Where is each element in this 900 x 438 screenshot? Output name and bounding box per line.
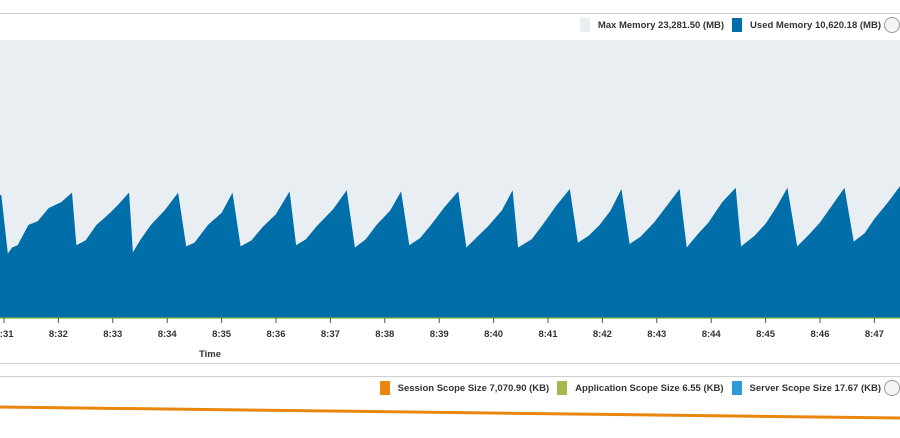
scope-legend: Session Scope Size 7,070.90 (KB) Applica…	[372, 377, 900, 399]
legend-item-max-memory[interactable]: Max Memory 23,281.50 (MB)	[579, 18, 725, 32]
memory-chart: 8:31 8:32 8:33 8:34 8:35 8:36 8:37 8:38 8:39 8:40…	[0, 40, 900, 360]
x-tick-label: 8:40	[484, 329, 503, 340]
max-memory-label: Max Memory 23,281.50 (MB)	[597, 19, 725, 31]
application-scope-label: Application Scope Size 6.55 (KB)	[575, 382, 724, 394]
server-scope-swatch	[731, 381, 742, 395]
x-tick-label: 8:35	[212, 329, 232, 340]
x-tick-label: 8:37	[321, 329, 340, 340]
legend-item-server-scope[interactable]: Server Scope Size 17.67 (KB)	[731, 381, 881, 395]
server-scope-label: Server Scope Size 17.67 (KB)	[749, 382, 881, 394]
session-scope-line	[0, 405, 900, 420]
x-tick-label: 8:31	[0, 329, 14, 340]
legend-item-used-memory[interactable]: Used Memory 10,620.18 (MB)	[732, 18, 881, 32]
x-tick-label: 8:47	[865, 329, 884, 340]
x-tick-label: 8:46	[810, 329, 829, 340]
x-tick-label: 8:34	[158, 329, 178, 340]
middle-divider	[0, 363, 900, 364]
x-axis-title: Time	[199, 349, 221, 360]
legend-scroll-button[interactable]	[884, 17, 900, 33]
used-memory-swatch	[732, 18, 743, 32]
x-tick-label: 8:45	[756, 329, 776, 340]
memory-legend: Max Memory 23,281.50 (MB) Used Memory 10…	[572, 14, 900, 36]
x-tick-label: 8:33	[103, 329, 122, 340]
session-scope-label: Session Scope Size 7,070.90 (KB)	[397, 382, 550, 394]
x-tick-label: 8:36	[266, 329, 285, 340]
x-tick-label: 8:43	[647, 329, 666, 340]
x-tick-label: 8:32	[49, 329, 68, 340]
used-memory-label: Used Memory 10,620.18 (MB)	[750, 19, 881, 31]
max-memory-swatch	[579, 18, 590, 32]
x-tick-label: 8:44	[702, 329, 722, 340]
x-tick-label: 8:39	[430, 329, 449, 340]
scope-chart	[0, 405, 900, 420]
top-divider	[0, 13, 900, 14]
x-tick-label: 8:42	[593, 329, 612, 340]
session-scope-swatch	[379, 381, 390, 395]
legend-item-session-scope[interactable]: Session Scope Size 7,070.90 (KB)	[379, 381, 550, 395]
scope-top-divider	[0, 376, 900, 377]
application-scope-swatch	[557, 381, 568, 395]
x-tick-label: 8:38	[375, 329, 394, 340]
x-tick-label: 8:41	[538, 329, 558, 340]
used-memory-area	[0, 186, 900, 318]
scope-legend-scroll-button[interactable]	[884, 380, 900, 396]
legend-item-application-scope[interactable]: Application Scope Size 6.55 (KB)	[557, 381, 724, 395]
